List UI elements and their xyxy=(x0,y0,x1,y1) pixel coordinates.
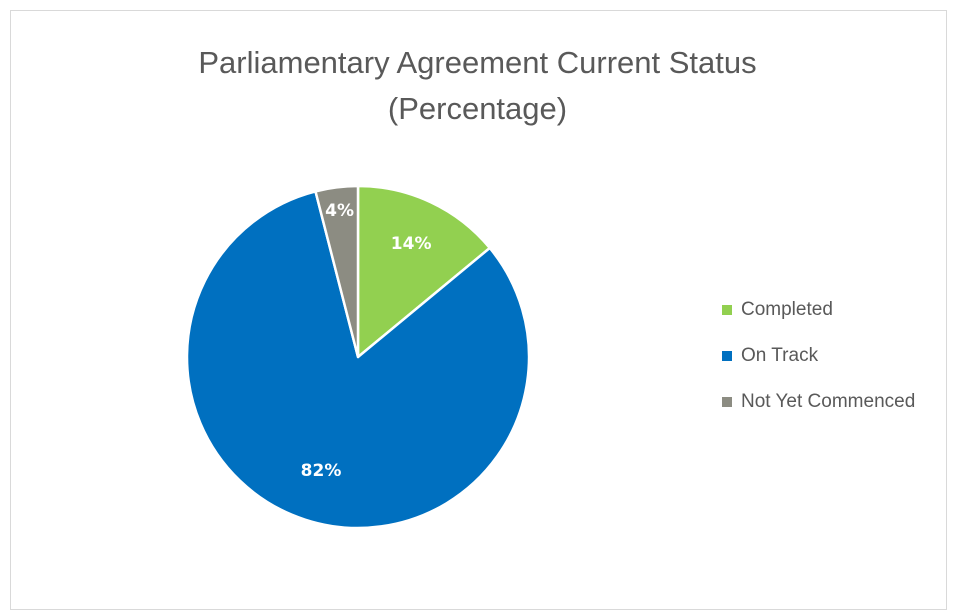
data-label-on-track: 82% xyxy=(301,461,342,481)
legend-swatch-completed xyxy=(722,305,732,315)
legend-item-completed: Completed xyxy=(722,298,915,322)
legend-item-not-yet-commenced: Not Yet Commenced xyxy=(722,390,915,414)
chart-title-line-1: Parliamentary Agreement Current Status xyxy=(198,45,757,80)
legend-item-on-track: On Track xyxy=(722,344,915,368)
chart-title: Parliamentary Agreement Current Status (… xyxy=(0,40,955,132)
legend-swatch-not-yet-commenced xyxy=(722,397,732,407)
legend-label-on-track: On Track xyxy=(741,345,819,366)
data-label-not-yet-commenced: 4% xyxy=(325,201,354,221)
chart-title-line-2: (Percentage) xyxy=(387,91,568,126)
legend-label-not-yet-commenced: Not Yet Commenced xyxy=(741,391,916,412)
pie-chart: 14% 82% 4% xyxy=(185,184,531,530)
pie-slice-on-track xyxy=(185,190,531,530)
chart-legend: Completed On Track Not Yet Commenced xyxy=(722,298,915,436)
pie-slices xyxy=(185,184,531,530)
pie-slice-not-yet-commenced xyxy=(314,184,360,359)
pie-slice-completed xyxy=(356,184,492,359)
legend-swatch-on-track xyxy=(722,351,732,361)
data-label-completed: 14% xyxy=(391,234,432,254)
legend-label-completed: Completed xyxy=(741,299,833,320)
pie-data-labels: 14% 82% 4% xyxy=(301,201,432,481)
